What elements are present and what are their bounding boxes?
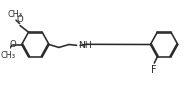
Text: O: O [9,40,16,49]
Text: F: F [151,65,156,75]
Text: CH₃: CH₃ [0,51,15,60]
Text: CH₃: CH₃ [7,10,22,19]
Text: O: O [16,15,23,24]
Text: NH: NH [78,41,92,50]
